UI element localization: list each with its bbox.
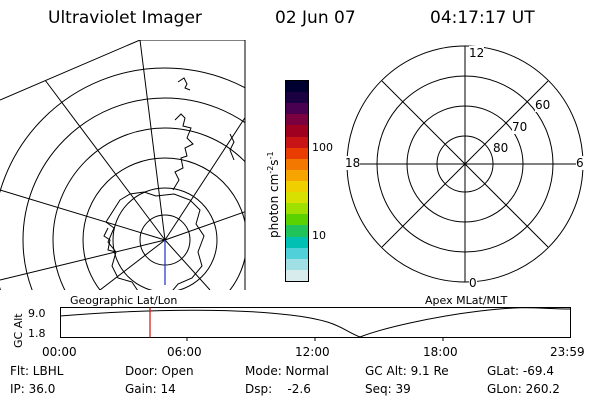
colorbar-swatch: [286, 247, 308, 259]
time-tick-1200: 12:00: [295, 345, 330, 359]
apex-mlt-line: [381, 80, 549, 248]
time-tick-1800: 18:00: [423, 345, 458, 359]
colorbar-swatch: [286, 125, 308, 137]
colorbar-tick-10: 10: [312, 229, 326, 242]
geo-lat-circle: [112, 187, 218, 290]
coastline: [103, 227, 117, 253]
mlat-label-70: 70: [512, 120, 528, 134]
altitude-ytick-9: 9.0: [28, 307, 46, 320]
mlat-label-60: 60: [535, 98, 551, 112]
geo-meridian: [164, 109, 245, 241]
geo-lat-circle: [82, 157, 245, 290]
colorbar-swatch: [286, 81, 308, 93]
coastline: [177, 77, 191, 91]
coastline-antarctica: [105, 191, 205, 290]
colorbar-swatch: [286, 192, 308, 204]
coastline: [229, 133, 235, 161]
time-label: 04:17:17 UT: [430, 8, 535, 28]
mlt-label-18: 18: [345, 156, 361, 170]
colorbar-swatch: [286, 214, 308, 226]
apex-polar-plot: [346, 45, 584, 283]
status-glat: GLat: -69.4: [487, 364, 554, 378]
mlt-label-0: 0: [469, 276, 477, 290]
map-border: [0, 40, 246, 290]
colorbar-swatch: [286, 203, 308, 215]
status-dsp: Dsp: -2.6: [245, 382, 311, 396]
geo-lat-circle: [22, 97, 245, 290]
altitude-ylabel: GC Alt: [12, 313, 25, 348]
colorbar-swatch: [286, 158, 308, 170]
geo-meridian: [164, 239, 211, 290]
instrument-title: Ultraviolet Imager: [48, 8, 202, 28]
geographic-map: [0, 40, 246, 290]
colorbar: [285, 80, 309, 282]
colorbar-swatch: [286, 269, 308, 281]
geo-meridian: [0, 239, 166, 281]
status-gain: Gain: 14: [125, 382, 176, 396]
time-tick-0000: 00:00: [42, 345, 77, 359]
geo-meridian: [164, 209, 245, 241]
status-door: Door: Open: [125, 364, 194, 378]
altitude-timeline-plot: [60, 307, 571, 341]
colorbar-swatch: [286, 103, 308, 115]
coastline: [172, 113, 194, 191]
geo-panel-label: Geographic Lat/Lon: [70, 294, 178, 307]
status-glon: GLon: 260.2: [487, 382, 560, 396]
altitude-plot-frame: [60, 307, 571, 338]
geo-meridian: [139, 40, 166, 241]
colorbar-swatch: [286, 258, 308, 270]
date-label: 02 Jun 07: [275, 8, 356, 28]
geo-meridian: [99, 239, 166, 290]
apex-panel-label: Apex MLat/MLT: [425, 294, 508, 307]
colorbar-swatch: [286, 114, 308, 126]
colorbar-swatch: [286, 147, 308, 159]
colorbar-swatch: [286, 92, 308, 104]
geo-meridian: [0, 189, 166, 241]
colorbar-swatch: [286, 236, 308, 248]
geo-lat-circle: [52, 127, 245, 290]
colorbar-swatch: [286, 136, 308, 148]
status-filter: Flt: LBHL: [10, 364, 64, 378]
status-mode: Mode: Normal: [245, 364, 329, 378]
geo-lat-circle: [0, 67, 245, 290]
altitude-ytick-1-8: 1.8: [28, 327, 46, 340]
status-ip: IP: 36.0: [10, 382, 56, 396]
colorbar-unit-label: photon cm-2s-1: [266, 151, 281, 238]
geo-meridian: [29, 59, 166, 241]
colorbar-swatch: [286, 169, 308, 181]
mlt-label-6: 6: [576, 156, 584, 170]
mlat-label-80: 80: [493, 141, 509, 155]
status-seq: Seq: 39: [365, 382, 411, 396]
colorbar-tick-100: 100: [312, 141, 333, 154]
colorbar-swatch: [286, 225, 308, 237]
time-tick-2359: 23:59: [550, 345, 585, 359]
altitude-curve: [60, 307, 571, 338]
colorbar-swatch: [286, 180, 308, 193]
time-tick-0600: 06:00: [167, 345, 202, 359]
status-gc-alt: GC Alt: 9.1 Re: [365, 364, 449, 378]
mlt-label-12: 12: [469, 46, 485, 60]
